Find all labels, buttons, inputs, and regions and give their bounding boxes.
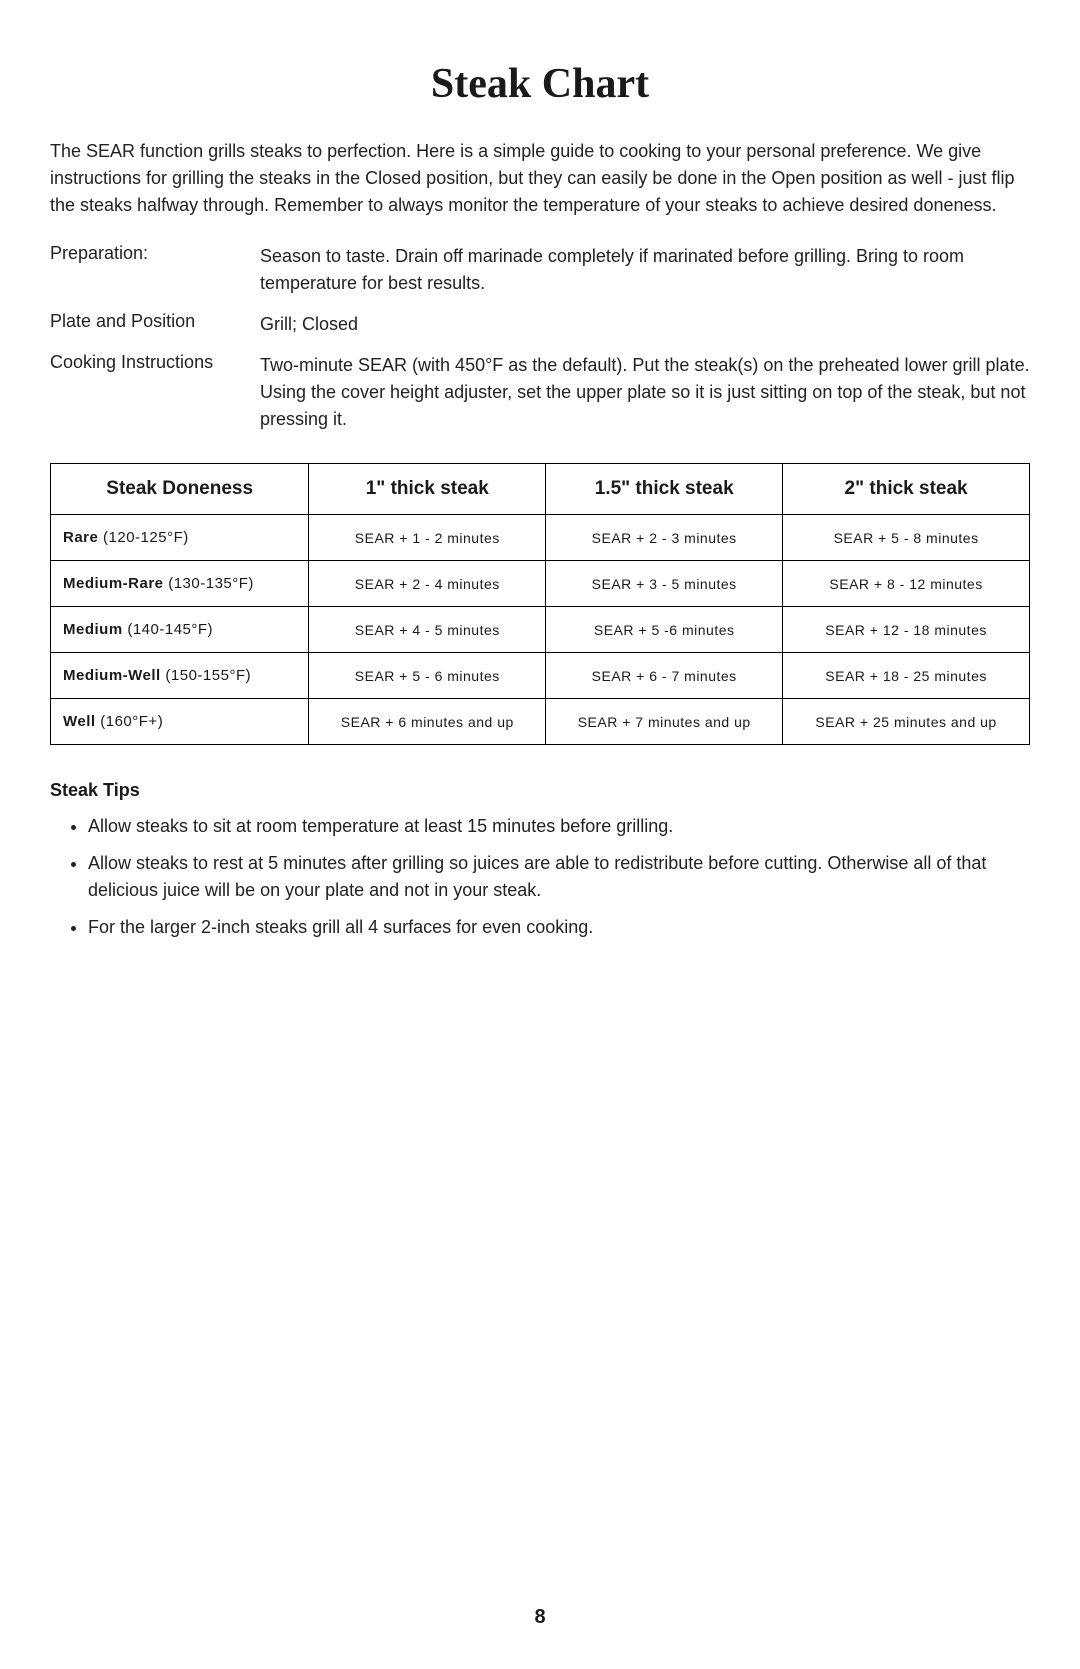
table-row: Medium (140-145°F) SEAR + 4 - 5 minutes …	[51, 607, 1030, 653]
doneness-cell: Medium (140-145°F)	[51, 607, 309, 653]
plate-value: Grill; Closed	[260, 311, 1030, 338]
header-2inch: 2" thick steak	[783, 464, 1030, 515]
time-cell: SEAR + 25 minutes and up	[783, 699, 1030, 745]
table-row: Rare (120-125°F) SEAR + 1 - 2 minutes SE…	[51, 515, 1030, 561]
time-cell: SEAR + 3 - 5 minutes	[546, 561, 783, 607]
time-cell: SEAR + 1 - 2 minutes	[309, 515, 546, 561]
info-preparation: Preparation: Season to taste. Drain off …	[50, 243, 1030, 297]
time-cell: SEAR + 7 minutes and up	[546, 699, 783, 745]
table-row: Medium-Rare (130-135°F) SEAR + 2 - 4 min…	[51, 561, 1030, 607]
intro-paragraph: The SEAR function grills steaks to perfe…	[50, 138, 1030, 219]
page-title: Steak Chart	[50, 60, 1030, 108]
time-cell: SEAR + 8 - 12 minutes	[783, 561, 1030, 607]
header-1inch: 1" thick steak	[309, 464, 546, 515]
time-cell: SEAR + 6 - 7 minutes	[546, 653, 783, 699]
table-row: Medium-Well (150-155°F) SEAR + 5 - 6 min…	[51, 653, 1030, 699]
time-cell: SEAR + 5 -6 minutes	[546, 607, 783, 653]
doneness-cell: Medium-Well (150-155°F)	[51, 653, 309, 699]
time-cell: SEAR + 18 - 25 minutes	[783, 653, 1030, 699]
page-number: 8	[0, 1606, 1080, 1629]
info-plate: Plate and Position Grill; Closed	[50, 311, 1030, 338]
list-item: For the larger 2-inch steaks grill all 4…	[88, 914, 1030, 941]
preparation-label: Preparation:	[50, 243, 260, 297]
table-header-row: Steak Doneness 1" thick steak 1.5" thick…	[51, 464, 1030, 515]
list-item: Allow steaks to sit at room temperature …	[88, 813, 1030, 840]
info-cooking: Cooking Instructions Two-minute SEAR (wi…	[50, 352, 1030, 433]
time-cell: SEAR + 12 - 18 minutes	[783, 607, 1030, 653]
plate-label: Plate and Position	[50, 311, 260, 338]
time-cell: SEAR + 2 - 3 minutes	[546, 515, 783, 561]
time-cell: SEAR + 5 - 8 minutes	[783, 515, 1030, 561]
time-cell: SEAR + 2 - 4 minutes	[309, 561, 546, 607]
tips-list: Allow steaks to sit at room temperature …	[50, 813, 1030, 941]
cooking-label: Cooking Instructions	[50, 352, 260, 433]
list-item: Allow steaks to rest at 5 minutes after …	[88, 850, 1030, 904]
time-cell: SEAR + 4 - 5 minutes	[309, 607, 546, 653]
time-cell: SEAR + 5 - 6 minutes	[309, 653, 546, 699]
table-row: Well (160°F+) SEAR + 6 minutes and up SE…	[51, 699, 1030, 745]
header-doneness: Steak Doneness	[51, 464, 309, 515]
cooking-value: Two-minute SEAR (with 450°F as the defau…	[260, 352, 1030, 433]
steak-doneness-table: Steak Doneness 1" thick steak 1.5" thick…	[50, 463, 1030, 745]
doneness-cell: Rare (120-125°F)	[51, 515, 309, 561]
time-cell: SEAR + 6 minutes and up	[309, 699, 546, 745]
doneness-cell: Medium-Rare (130-135°F)	[51, 561, 309, 607]
tips-heading: Steak Tips	[50, 780, 1030, 801]
doneness-cell: Well (160°F+)	[51, 699, 309, 745]
preparation-value: Season to taste. Drain off marinade comp…	[260, 243, 1030, 297]
header-1-5inch: 1.5" thick steak	[546, 464, 783, 515]
